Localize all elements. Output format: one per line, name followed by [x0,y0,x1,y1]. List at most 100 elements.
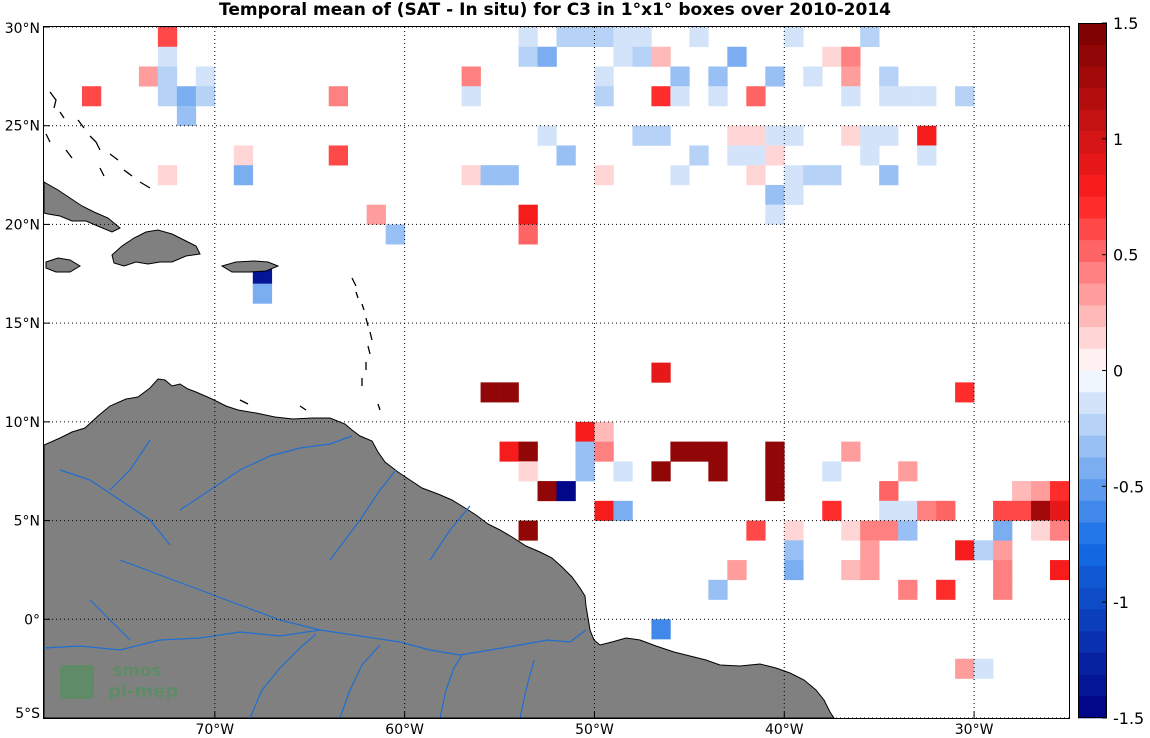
cell-144 [993,520,1013,541]
cell-29 [594,27,614,48]
cell-130 [784,540,804,561]
cell-2 [138,66,159,87]
colorbar-level-17 [1078,392,1107,415]
cell-96 [594,441,614,462]
colorbar-level-8 [1078,196,1107,219]
colorbar-level-7 [1078,175,1107,198]
cell-40 [708,66,728,87]
cell-77 [594,165,614,186]
colorbar-level-21 [1078,479,1107,502]
cell-80 [784,165,804,186]
cell-133 [860,540,880,561]
cell-141 [993,540,1013,561]
colorbar-level-25 [1078,565,1107,588]
cell-157 [974,658,994,679]
cell-84 [765,184,785,205]
tributary-8 [89,599,131,641]
cell-49 [879,66,899,87]
logo-mark [60,665,94,699]
cell-104 [594,500,614,521]
cell-119 [879,481,899,502]
cell-149 [1031,500,1051,521]
cell-59 [917,86,937,107]
colorbar-level-6 [1078,153,1107,176]
heatmap-cells [81,27,1069,679]
cell-85 [784,184,804,205]
negro-river [119,559,321,631]
cell-37 [594,66,614,87]
cell-24 [518,27,538,48]
cell-147 [1012,500,1032,521]
colorbar-level-0 [1078,23,1107,46]
jamaica-island [45,257,81,273]
colorbar-level-5 [1078,131,1107,154]
cell-61 [632,125,652,146]
cell-3 [157,66,178,87]
logo-line1: smos [112,661,162,681]
cell-56 [841,86,861,107]
cell-115 [746,520,766,541]
cell-117 [822,461,842,482]
cell-154 [1050,560,1069,581]
cell-150 [1050,481,1069,502]
rivers [44,435,587,718]
cell-134 [860,560,880,581]
cell-38 [594,86,614,107]
colorbar-level-30 [1078,674,1107,697]
colorbar-level-2 [1078,66,1107,89]
cuba-island [44,181,121,233]
cell-112 [765,441,785,462]
lesser-antilles [239,277,381,411]
colorbar-tick-label-4: -0.5 [1113,477,1144,496]
cell-146 [1012,481,1032,502]
cell-105 [613,500,633,521]
figure-title: Temporal mean of (SAT - In situ) for C3 … [219,0,891,20]
cell-97 [575,461,595,482]
cell-28 [575,27,595,48]
cell-121 [879,500,899,521]
cell-139 [955,540,975,561]
cell-142 [993,560,1013,581]
colorbar-level-14 [1078,327,1107,350]
orinoco-river [179,435,353,511]
cell-89 [480,382,500,403]
cell-36 [689,27,709,48]
cell-32 [613,46,633,67]
colorbar-level-13 [1078,305,1107,328]
cell-34 [632,46,652,67]
cell-88 [518,224,538,245]
cell-35 [651,46,671,67]
cell-63 [689,145,709,166]
cell-91 [651,362,671,383]
colorbar-level-18 [1078,413,1107,436]
hispaniola-island [111,229,201,267]
tributary-6 [429,505,471,561]
lat-tick-label-2: 20°N [5,217,40,233]
cell-108 [670,441,690,462]
colorbar-level-19 [1078,435,1107,458]
lon-tick-label-0: 70°W [195,722,234,738]
cell-143 [993,579,1013,600]
cell-45 [822,46,842,67]
cell-86 [765,204,785,225]
cell-25 [518,46,538,67]
lon-tick-label-1: 60°W [385,722,424,738]
colorbar-level-4 [1078,109,1107,132]
colorbar-level-23 [1078,522,1107,545]
cell-33 [632,27,652,48]
cell-23 [499,165,519,186]
cell-110 [708,441,728,462]
cell-31 [613,27,633,28]
cell-145 [993,500,1013,521]
tributary-3 [439,654,463,718]
cell-10 [233,145,254,166]
colorbar-level-11 [1078,261,1107,284]
tributary-4 [59,469,171,546]
tributary-9 [519,659,535,718]
cell-52 [651,86,671,107]
lon-tick-label-4: 30°W [955,722,994,738]
south-america-landmass [44,378,835,718]
cell-95 [575,441,595,462]
cell-152 [1031,520,1051,541]
